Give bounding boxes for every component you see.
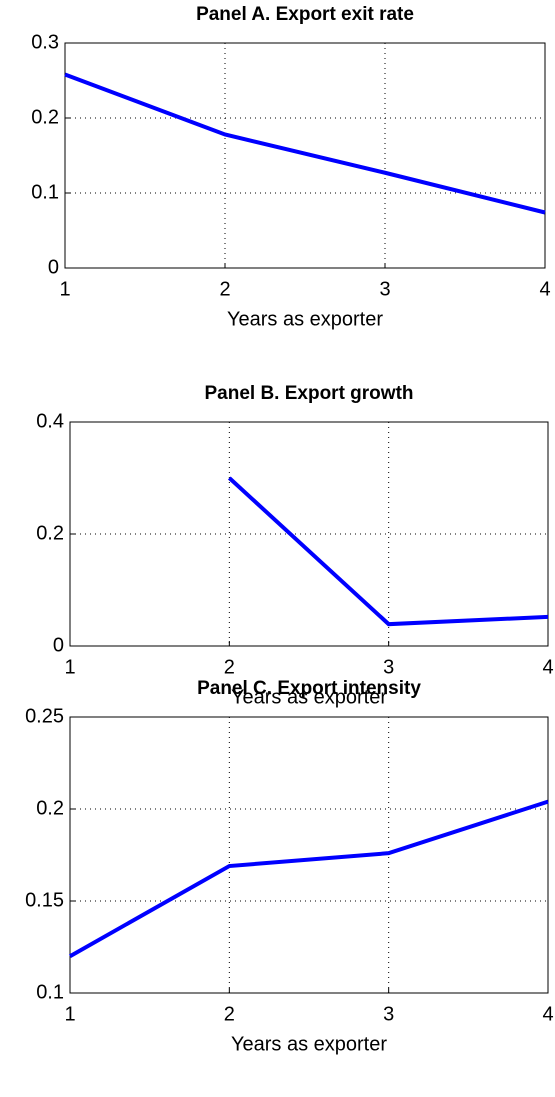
x-tick-label: 4 (542, 656, 553, 678)
chart-title: Panel C. Export intensity (197, 678, 421, 699)
x-tick-label: 2 (224, 1003, 235, 1025)
y-tick-label: 0.2 (31, 106, 59, 128)
plot-frame (69, 716, 549, 994)
x-axis-label: Years as exporter (227, 308, 383, 330)
data-line (227, 476, 549, 627)
y-tick-label: 0.3 (31, 31, 59, 53)
y-tick-label: 0.25 (25, 705, 64, 727)
x-axis-label: Years as exporter (231, 686, 387, 708)
y-tick-label: 0.2 (36, 797, 64, 819)
x-tick-label: 3 (379, 278, 390, 300)
x-axis-label: Years as exporter (231, 1033, 387, 1055)
y-tick-label: 0.15 (25, 889, 64, 911)
x-tick-label: 4 (542, 1003, 553, 1025)
y-tick-label: 0 (53, 634, 64, 656)
data-line (69, 799, 549, 958)
x-tick-label: 4 (539, 278, 550, 300)
x-tick-label: 1 (64, 656, 75, 678)
data-line (64, 72, 546, 215)
chart-title: Panel B. Export growth (204, 383, 413, 404)
y-tick-label: 0.1 (31, 181, 59, 203)
x-tick-label: 1 (64, 1003, 75, 1025)
x-tick-label: 1 (59, 278, 70, 300)
x-tick-label: 3 (383, 1003, 394, 1025)
x-tick-label: 2 (219, 278, 230, 300)
y-tick-label: 0.4 (36, 410, 64, 432)
plot-frame (64, 42, 546, 269)
y-tick-label: 0 (48, 256, 59, 278)
x-tick-label: 2 (224, 656, 235, 678)
chart-title: Panel A. Export exit rate (196, 4, 414, 25)
x-tick-label: 3 (383, 656, 394, 678)
y-tick-label: 0.1 (36, 981, 64, 1003)
y-tick-label: 0.2 (36, 522, 64, 544)
plot-frame (69, 421, 549, 647)
